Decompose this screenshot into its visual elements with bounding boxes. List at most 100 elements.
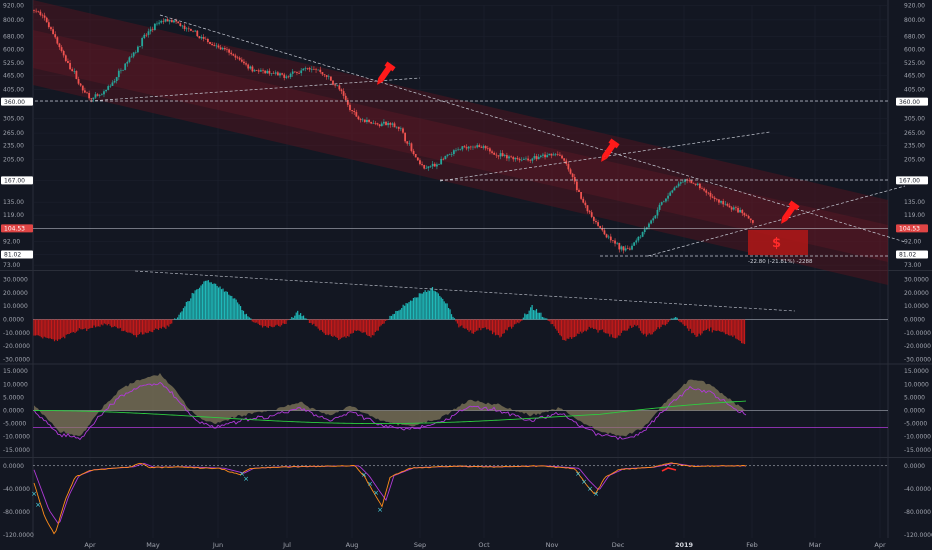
candle-up (438, 164, 440, 165)
candle-down (293, 71, 296, 73)
candle-down (251, 66, 254, 72)
candle-down (332, 80, 334, 85)
drawings-layer[interactable]: 360.00 360.00 167.00 167.00 104.53 104.53 81.0… (1, 14, 928, 312)
pen-tip (377, 78, 384, 85)
candle-up (635, 240, 638, 243)
candle-down (69, 62, 71, 70)
right-price-label-text: 81.02 (899, 252, 916, 259)
osc1-right-tick: 30.0000 (904, 277, 929, 284)
osc1-right-tick: -10.0000 (904, 330, 931, 337)
candle-up (120, 70, 122, 72)
candle-down (730, 207, 733, 210)
candle-down (45, 17, 48, 23)
time-axis-label-may: May (146, 541, 160, 549)
candle-up (720, 201, 722, 203)
candle-down (726, 203, 729, 206)
osc2-left-tick: 0.0000 (3, 408, 24, 415)
candle-down (247, 64, 250, 69)
osc3-left-tick: -40.0000 (3, 486, 30, 493)
left-tick-label: 600.00 (3, 46, 24, 53)
candle-up (461, 146, 464, 150)
candle-down (223, 48, 226, 50)
candle-down (281, 73, 284, 75)
candle-down (414, 154, 417, 158)
support-trendline-1[interactable] (89, 77, 421, 102)
candle-down (518, 158, 521, 161)
pen-cap (788, 200, 800, 211)
osc2-left-tick: -15.0000 (3, 447, 30, 454)
time-axis-label-dec: Dec (612, 541, 625, 549)
histogram-trendline[interactable] (134, 270, 796, 312)
candle-down (255, 70, 258, 71)
candle-down (334, 84, 337, 86)
osc3-right-tick: -80.0000 (904, 509, 931, 516)
candle-up (111, 82, 114, 86)
candle-down (601, 227, 604, 231)
osc3-right-tick: 0.0000 (904, 463, 925, 470)
candle-up (724, 203, 727, 205)
candle-down (230, 52, 233, 55)
candle-down (713, 197, 716, 200)
support-trendline-3[interactable] (647, 185, 906, 257)
candle-down (694, 183, 697, 185)
candle-down (151, 29, 154, 31)
pen-icon[interactable] (777, 200, 800, 226)
candle-down (465, 147, 468, 149)
candle-down (296, 72, 298, 74)
candle-up (436, 164, 438, 167)
pen-icon[interactable] (373, 61, 396, 87)
candle-up (440, 158, 443, 165)
osc1-right-tick: -30.0000 (904, 356, 931, 363)
pen-body (602, 142, 617, 159)
candle-down (50, 27, 52, 30)
candle-down (62, 50, 65, 56)
candle-down (376, 123, 379, 125)
candle-down (54, 34, 57, 38)
candle-down (497, 155, 500, 157)
candle-up (336, 85, 339, 86)
osc1-right-tick: -20.0000 (904, 343, 931, 350)
pen-icon[interactable] (597, 138, 620, 164)
candle-down (715, 199, 718, 200)
osc2-right-tick: 5.0000 (904, 394, 925, 401)
candle-up (739, 210, 742, 213)
dollar-sign-icon: $ (772, 236, 781, 251)
candle-up (113, 81, 116, 83)
osc1-left-tick: 30.0000 (3, 277, 28, 284)
line-oscillator-pane[interactable]: ×××× ×××××××× (31, 462, 888, 535)
candle-up (650, 220, 652, 224)
candle-up (620, 246, 623, 250)
candle-up (327, 76, 330, 78)
candle-up (457, 149, 460, 151)
price-pane[interactable] (33, 0, 888, 285)
candle-down (491, 151, 493, 153)
candle-down (561, 155, 563, 159)
candle-down (701, 188, 703, 189)
candle-down (586, 205, 589, 212)
candle-up (181, 25, 184, 27)
candle-up (660, 202, 663, 205)
candle-down (599, 225, 602, 228)
candle-down (603, 230, 606, 235)
osc2-area (34, 373, 746, 437)
osc2-left-tick: 15.0000 (3, 368, 28, 375)
candle-down (705, 190, 708, 193)
candle-up (274, 72, 277, 74)
candle-down (474, 146, 476, 148)
candle-up (143, 34, 146, 38)
candle-down (238, 57, 241, 60)
candle-up (665, 198, 667, 202)
histogram-pane[interactable] (33, 280, 888, 345)
time-axis: Apr May Jun Jul Aug Sep Oct Nov Dec 2019 Feb Mar Apr (84, 541, 886, 549)
candle-up (122, 69, 124, 71)
measurement-box[interactable] (748, 230, 808, 255)
candle-up (671, 190, 674, 193)
signal-cross-marker: × (243, 475, 249, 483)
candle-up (467, 146, 470, 149)
candle-down (588, 211, 591, 213)
area-oscillator-pane[interactable] (33, 373, 888, 441)
candle-down (442, 158, 445, 160)
candle-down (363, 119, 366, 123)
candle-up (395, 126, 398, 128)
